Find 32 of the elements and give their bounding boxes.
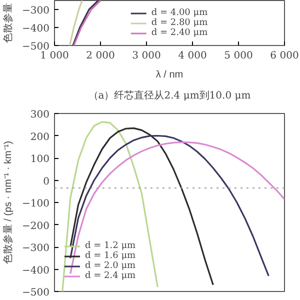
line-series (62, 121, 158, 292)
y-tick-label: 0 (43, 176, 50, 188)
y-tick-label: −500 (22, 42, 50, 52)
line-series (68, 0, 83, 46)
y-tick-label: 300 (30, 110, 50, 120)
y-tick-label: −300 (22, 243, 50, 254)
legend-label: d = 1.6 μm (85, 251, 136, 261)
legend-label: d = 2.0 μm (85, 261, 136, 271)
y-tick-label: 100 (30, 154, 50, 165)
legend-label: d = 4.00 μm (151, 8, 208, 18)
y-axis-title: 色散参量 (2, 3, 14, 43)
y-tick-label: −400 (22, 265, 50, 276)
legend-label: d = 2.40 μm (151, 28, 208, 38)
x-tick-label: 5 000 (224, 50, 253, 62)
legend-label: d = 2.4 μm (85, 271, 136, 281)
y-tick-label: −400 (22, 24, 50, 34)
legend-label: d = 1.2 μm (85, 241, 136, 251)
y-tick-label: 200 (30, 132, 50, 143)
legend-label: d = 2.80 μm (151, 18, 208, 28)
x-tick-label: 4 000 (178, 50, 207, 62)
x-tick-label: 1 000 (40, 50, 69, 62)
y-tick-label: −200 (22, 220, 50, 232)
y-tick-label: −500 (22, 288, 50, 298)
x-tick-label: 2 000 (86, 50, 115, 62)
y-tick-label: −100 (22, 198, 50, 210)
y-tick-label: −300 (22, 6, 50, 16)
x-tick-label: 6 000 (270, 50, 299, 62)
x-tick-label: 3 000 (132, 50, 161, 62)
x-axis-title: λ / nm (156, 70, 184, 80)
text: （a）纤芯直径从2.4 μm到10.0 μm (88, 90, 252, 102)
line-series (70, 127, 214, 286)
y-axis-title: 色散参量 / (ps · nm⁻¹ · km⁻¹) (2, 140, 14, 264)
